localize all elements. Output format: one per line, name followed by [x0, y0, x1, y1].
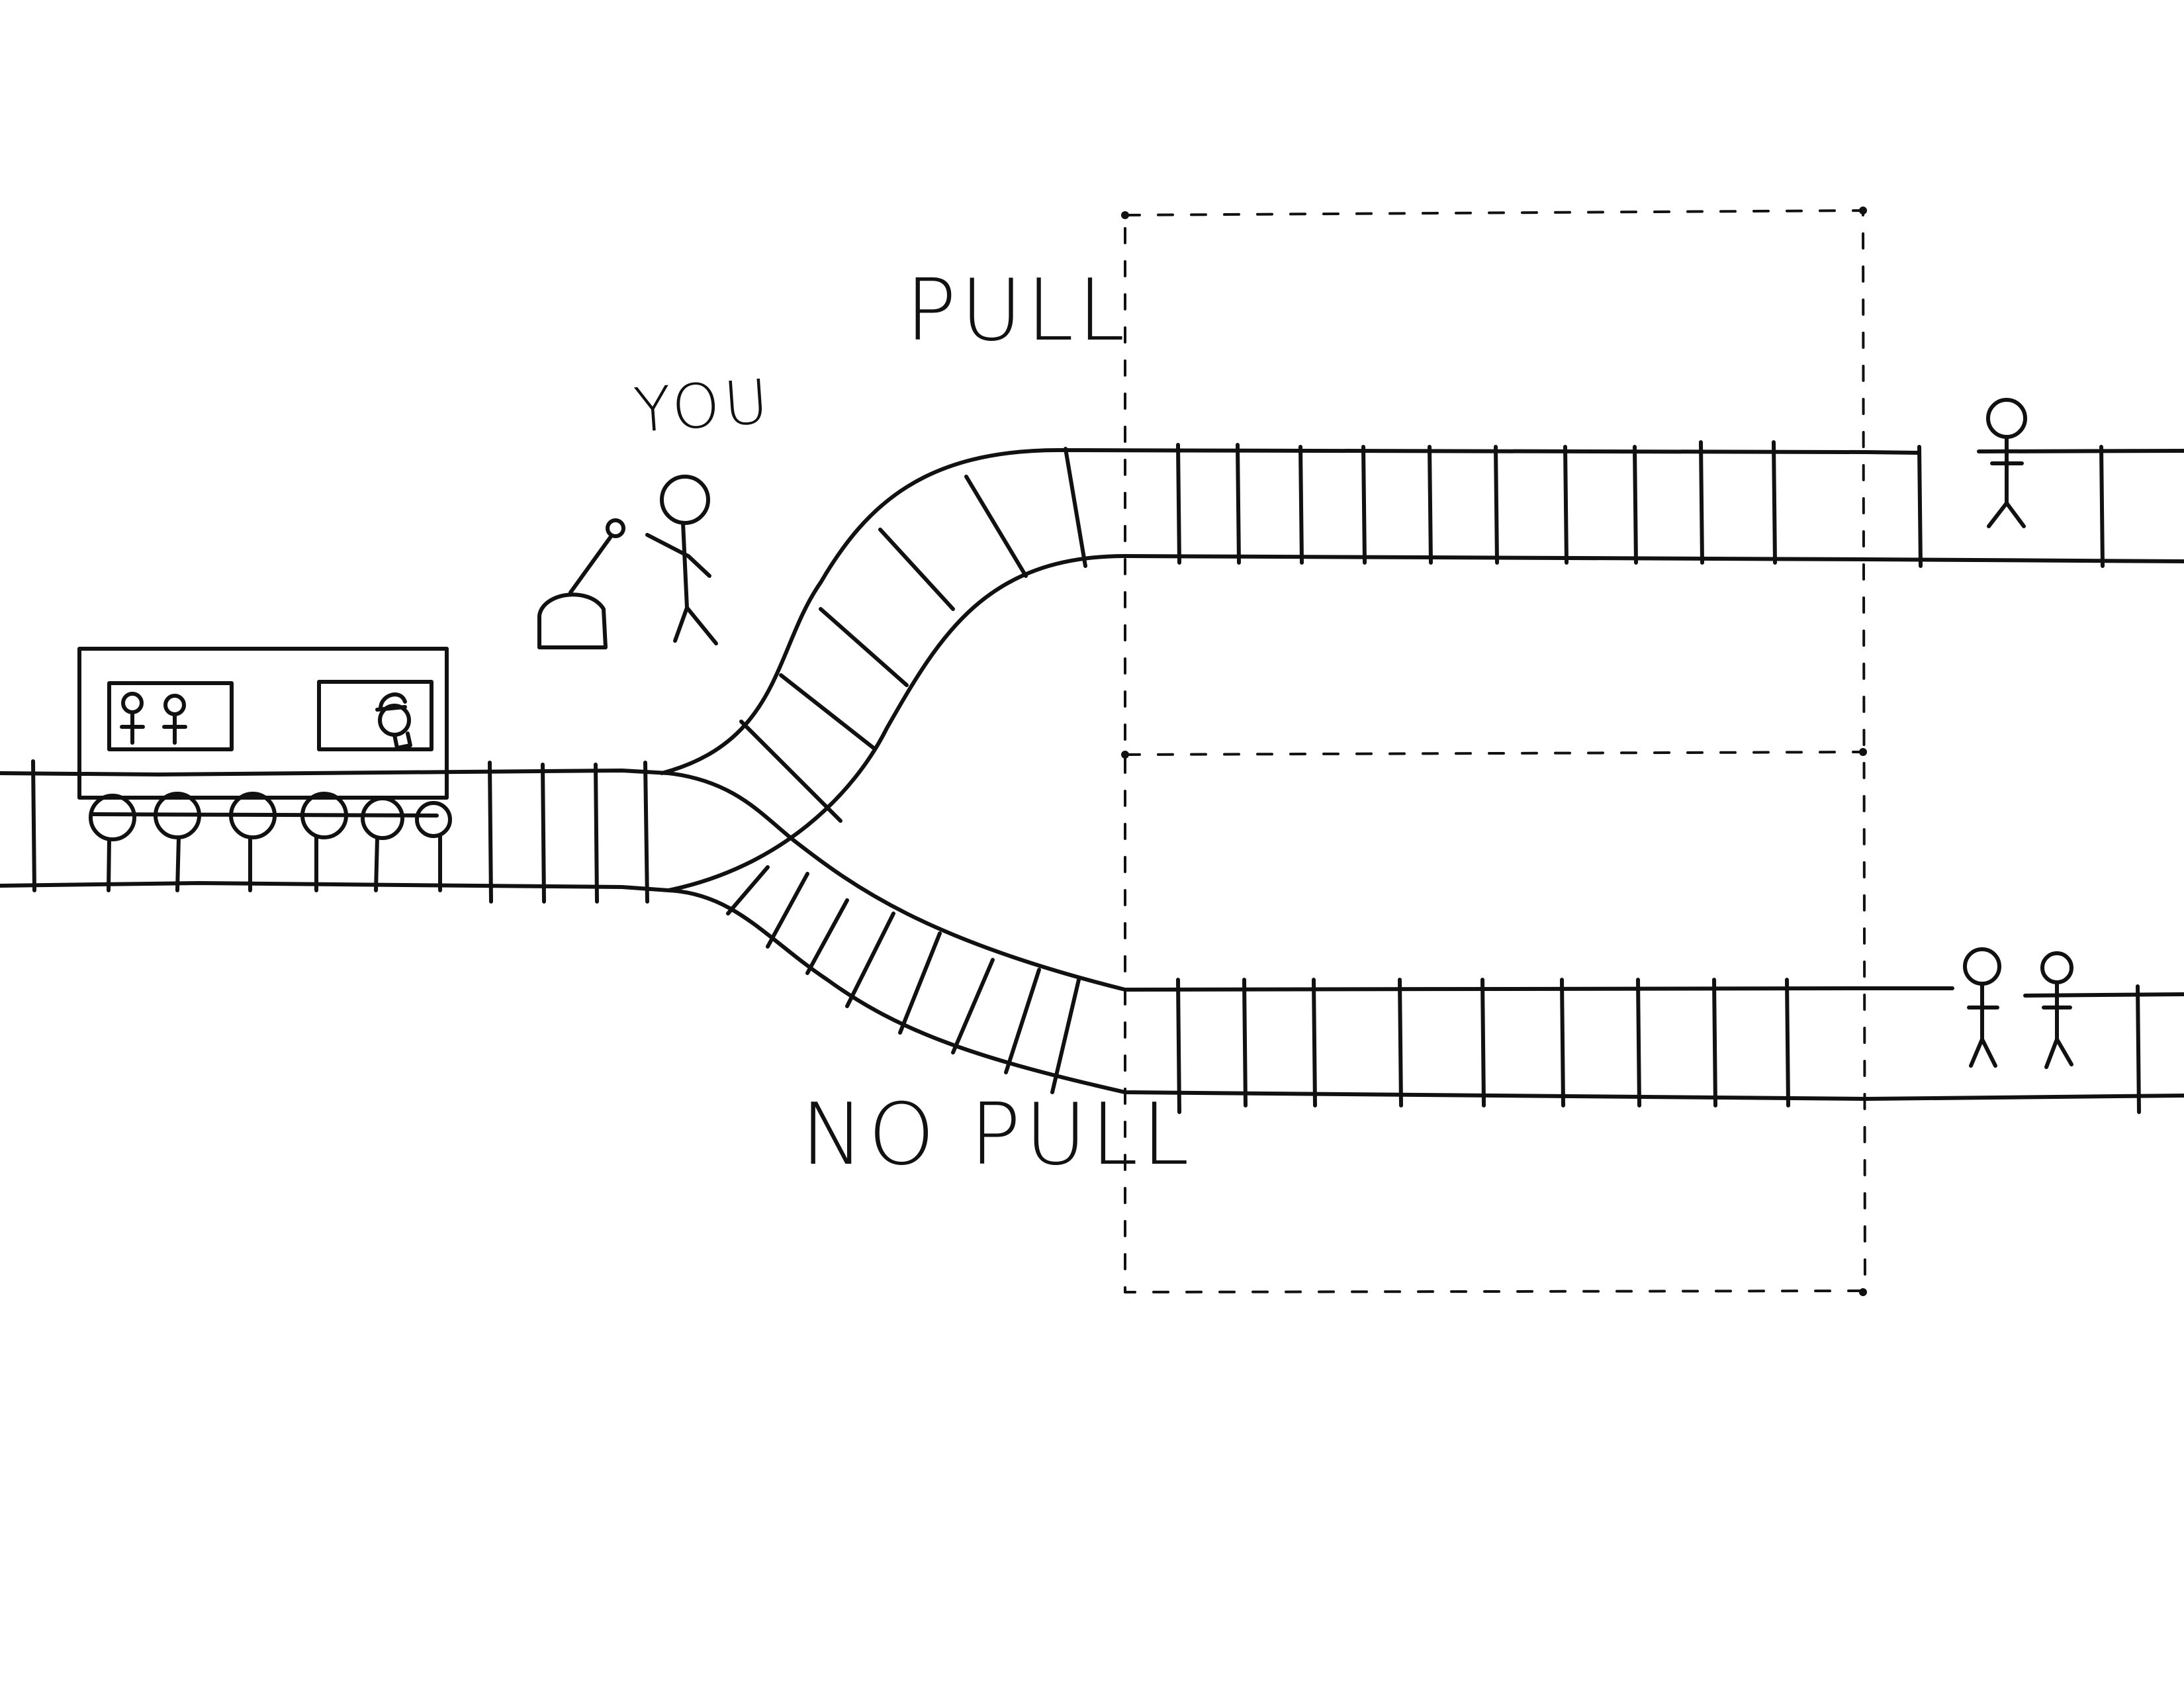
main-track-ties: [31, 759, 649, 904]
trolley-passenger-window: [107, 681, 234, 751]
upper-track: [660, 440, 2184, 892]
upper-track-bottom-rail: [666, 554, 2184, 892]
upper-track-ties: [739, 440, 2105, 823]
trolley-axle: [91, 812, 439, 818]
lower-track-bottom-rail: [666, 888, 2184, 1101]
lower-track: [666, 771, 2184, 1114]
trolley-conductor: [375, 692, 412, 750]
comparison-box-corners: [1121, 207, 1867, 1296]
trolley-driver-window: [317, 680, 433, 751]
pull-label: PULL: [905, 261, 1129, 360]
comparison-box: [1124, 209, 1866, 1293]
comparison-box-outline: [1124, 209, 1866, 1293]
lever-base: [537, 592, 608, 649]
trolley: [77, 647, 452, 892]
lower-track-top-rail: [666, 771, 2184, 998]
lower-track-person: [1963, 947, 2001, 1068]
lower-track-ties: [726, 865, 2141, 1114]
trolley-passenger: [120, 692, 145, 745]
lever-knob: [606, 518, 625, 538]
main-track-bottom-rail: [0, 881, 670, 892]
you-label: YOU: [631, 365, 775, 447]
main-track-top-rail: [0, 769, 670, 776]
trolley-wheel-spokes: [107, 834, 442, 892]
you-figure: [645, 475, 718, 645]
lever-handle: [569, 536, 612, 594]
main-track: [0, 759, 670, 904]
no-pull-label: NO PULL: [801, 1086, 1193, 1184]
comparison-box-divider: [1124, 751, 1864, 756]
upper-track-person: [1986, 398, 2027, 528]
trolley-passenger: [162, 694, 187, 745]
lever: [537, 518, 625, 649]
lower-track-person: [2040, 951, 2073, 1069]
